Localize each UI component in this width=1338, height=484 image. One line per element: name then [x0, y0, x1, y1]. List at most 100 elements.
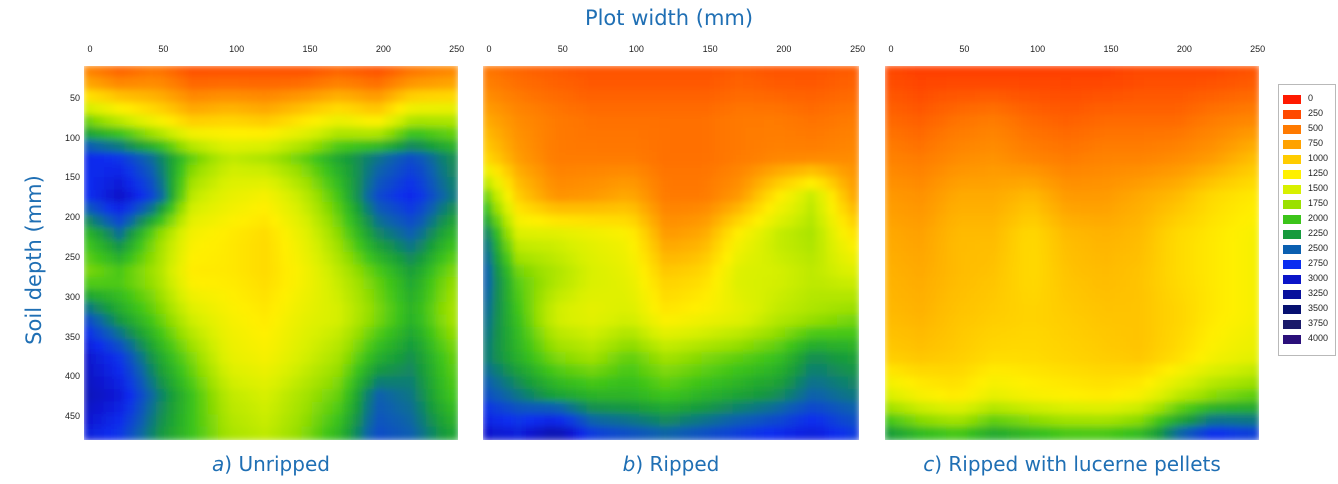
- heatmap-cell: [1091, 314, 1105, 329]
- heatmap-cell: [249, 127, 262, 142]
- heatmap-cell: [290, 202, 304, 217]
- heatmap-cell: [795, 389, 808, 404]
- heatmap-cell: [207, 314, 221, 329]
- heatmap-cell: [946, 414, 959, 429]
- heatmap-cell: [967, 264, 980, 279]
- heatmap-cell: [332, 376, 345, 392]
- heatmap-cell: [826, 314, 840, 329]
- heatmap-cell: [207, 139, 221, 155]
- heatmap-cell: [228, 426, 241, 440]
- heatmap-cell: [353, 77, 366, 92]
- heatmap-cell: [405, 351, 418, 367]
- heatmap-cell: [259, 289, 272, 304]
- heatmap-cell: [555, 389, 568, 404]
- heatmap-cell: [764, 326, 777, 342]
- heatmap-cell: [1039, 252, 1053, 267]
- heatmap-cell: [1174, 102, 1188, 117]
- heatmap-cell: [1029, 264, 1042, 279]
- heatmap-cell: [384, 227, 397, 242]
- heatmap-cell: [607, 102, 620, 117]
- heatmap-cell: [446, 314, 458, 329]
- heatmap-cell: [342, 214, 356, 230]
- heatmap-cell: [311, 364, 324, 379]
- heatmap-cell: [492, 364, 505, 379]
- heatmap-cell: [774, 264, 787, 279]
- heatmap-cell: [270, 227, 283, 242]
- heatmap-cell: [1143, 401, 1157, 417]
- heatmap-svg-1: [483, 66, 859, 440]
- heatmap-cell: [84, 164, 96, 180]
- heatmap-cell: [1060, 289, 1073, 304]
- heatmap-cell: [711, 351, 725, 367]
- heatmap-cell: [1029, 102, 1042, 117]
- heatmap-cell: [270, 89, 283, 105]
- heatmap-cell: [1039, 139, 1053, 155]
- x-tick-labels-b: 0 50 100 150 200 250: [483, 44, 865, 58]
- heatmap-cell: [166, 401, 179, 417]
- heatmap-cell: [311, 202, 324, 217]
- heatmap-cell: [555, 164, 568, 180]
- heatmap-cell: [576, 214, 589, 230]
- heatmap-cell: [743, 102, 756, 117]
- heatmap-cell: [977, 276, 990, 292]
- heatmap-cell: [1091, 276, 1105, 292]
- heatmap-cell: [596, 414, 610, 429]
- heatmap-cell: [935, 301, 949, 317]
- heatmap-cell: [238, 127, 252, 142]
- heatmap-cell: [249, 376, 262, 392]
- heatmap-cell: [332, 252, 345, 267]
- heatmap-cell: [837, 426, 850, 440]
- heatmap-cell: [1060, 164, 1073, 180]
- heatmap-cell: [998, 414, 1011, 429]
- heatmap-cell: [946, 314, 959, 329]
- heatmap-cell: [967, 339, 980, 354]
- heatmap-cell: [373, 389, 387, 404]
- heatmap-cell: [321, 114, 335, 130]
- heatmap-cell: [394, 401, 408, 417]
- legend-label: 250: [1308, 108, 1324, 118]
- heatmap-cell: [483, 364, 495, 379]
- heatmap-cell: [774, 339, 787, 354]
- heatmap-cell: [1237, 189, 1250, 205]
- heatmap-cell: [670, 152, 683, 167]
- heatmap-cell: [904, 314, 918, 329]
- heatmap-cell: [124, 364, 137, 379]
- heatmap-cell: [228, 276, 241, 292]
- heatmap-cell: [1164, 214, 1177, 230]
- heatmap-cell: [946, 276, 959, 292]
- heatmap-cell: [1029, 276, 1042, 292]
- heatmap-cell: [301, 426, 314, 440]
- heatmap-cell: [1195, 227, 1209, 242]
- heatmap-cell: [837, 339, 850, 354]
- heatmap-cell: [259, 202, 272, 217]
- heatmap-cell: [249, 301, 262, 317]
- heatmap-cell: [904, 252, 918, 267]
- heatmap-cell: [565, 214, 578, 230]
- heatmap-cell: [925, 239, 938, 254]
- heatmap-cell: [885, 364, 897, 379]
- heatmap-cell: [249, 401, 262, 417]
- heatmap-cell: [555, 102, 568, 117]
- heatmap-cell: [1081, 364, 1094, 379]
- heatmap-cell: [134, 389, 148, 404]
- heatmap-cell: [915, 202, 928, 217]
- heatmap-cell: [847, 189, 859, 205]
- heatmap-cell: [492, 152, 505, 167]
- heatmap-cell: [1206, 164, 1219, 180]
- heatmap-cell: [1174, 202, 1188, 217]
- heatmap-cell: [394, 264, 408, 279]
- heatmap-cell: [555, 426, 568, 440]
- heatmap-cell: [544, 264, 558, 279]
- heatmap-cell: [956, 314, 970, 329]
- heatmap-panel-c: [885, 66, 1259, 440]
- heatmap-cell: [690, 214, 704, 230]
- heatmap-cell: [238, 276, 252, 292]
- heatmap-cell: [885, 339, 897, 354]
- heatmap-cell: [1019, 339, 1032, 354]
- heatmap-cell: [103, 276, 117, 292]
- x-tick-label: 200: [776, 44, 792, 54]
- heatmap-cell: [373, 127, 387, 142]
- heatmap-cell: [483, 189, 495, 205]
- heatmap-cell: [784, 314, 798, 329]
- heatmap-cell: [446, 389, 458, 404]
